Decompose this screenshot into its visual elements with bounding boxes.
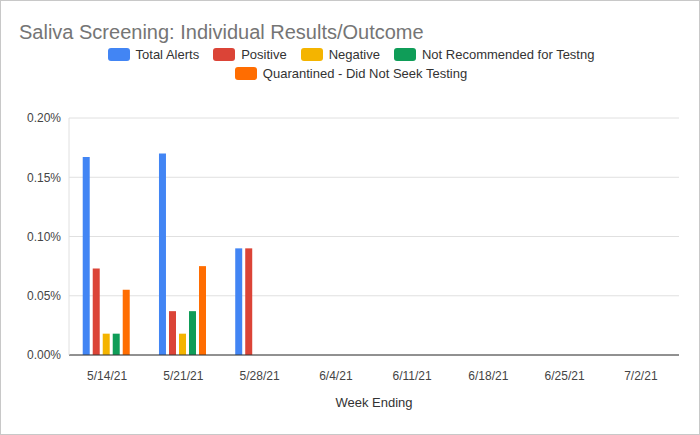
svg-text:Week Ending: Week Ending xyxy=(335,395,412,410)
svg-text:7/2/21: 7/2/21 xyxy=(624,369,658,383)
svg-text:5/28/21: 5/28/21 xyxy=(240,369,280,383)
html-text:Total Alerts: Total Alerts xyxy=(135,47,200,62)
svg-text:6/25/21: 6/25/21 xyxy=(545,369,585,383)
svg-text:0.00%: 0.00% xyxy=(27,348,61,362)
svg-text:6/4/21: 6/4/21 xyxy=(319,369,353,383)
svg-text:0.20%: 0.20% xyxy=(27,111,61,125)
svg-text:5/14/21: 5/14/21 xyxy=(87,369,127,383)
html-text:Positive: Positive xyxy=(241,47,287,62)
html-text:Saliva Screening: Individual R: Saliva Screening: Individual Results/Out… xyxy=(19,21,424,43)
svg-text:5/21/21: 5/21/21 xyxy=(163,369,203,383)
svg-text:6/18/21: 6/18/21 xyxy=(468,369,508,383)
svg-text:0.05%: 0.05% xyxy=(27,289,61,303)
svg-text:6/11/21: 6/11/21 xyxy=(393,369,432,383)
svg-text:0.15%: 0.15% xyxy=(27,171,61,185)
html-text:Quarantined - Did Not Seek Tes: Quarantined - Did Not Seek Testing xyxy=(262,66,468,81)
html-text:Not Recommended for Testng: Not Recommended for Testng xyxy=(422,47,595,62)
html-text:Negative: Negative xyxy=(328,47,380,62)
svg-text:0.10%: 0.10% xyxy=(27,230,61,244)
